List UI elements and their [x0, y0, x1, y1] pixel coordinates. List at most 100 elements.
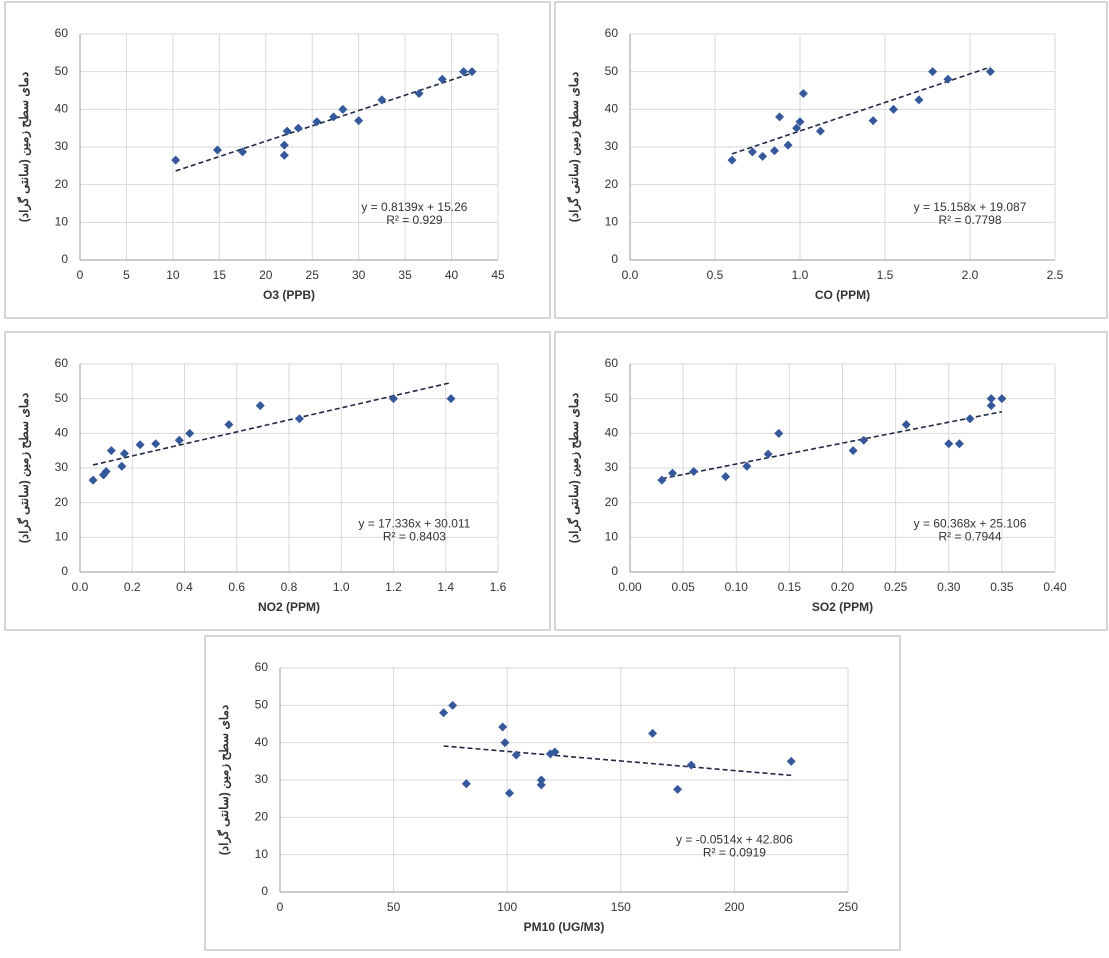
y-tick-label: 10 — [605, 215, 619, 229]
y-tick-label: 30 — [605, 460, 619, 474]
y-tick-label: 40 — [605, 102, 619, 116]
y-tick-label: 30 — [255, 772, 269, 786]
point — [774, 428, 784, 438]
point — [889, 104, 898, 114]
point — [238, 147, 248, 157]
point — [986, 394, 996, 404]
point — [986, 401, 996, 411]
point — [279, 150, 289, 160]
point — [437, 74, 447, 84]
x-tick-label: 0.30 — [937, 580, 961, 594]
y-tick-label: 30 — [55, 139, 69, 153]
x-axis-label: NO2 (PPM) — [258, 600, 320, 614]
y-tick-label: 10 — [255, 847, 269, 861]
point — [448, 700, 458, 710]
point — [329, 112, 339, 122]
x-tick-label: 0.25 — [884, 580, 908, 594]
x-axis-label: CO (PPM) — [815, 288, 870, 302]
trendline-equation: y = 15.158x + 19.087 — [914, 200, 1027, 214]
panel-frame — [204, 635, 901, 951]
point — [648, 728, 658, 738]
point — [279, 140, 289, 150]
point — [943, 74, 953, 84]
y-tick-label: 50 — [605, 391, 619, 405]
x-tick-label: 35 — [398, 268, 412, 282]
point — [668, 468, 677, 478]
y-tick-label: 0 — [61, 564, 68, 578]
point — [965, 414, 975, 424]
x-tick-label: 30 — [352, 268, 366, 282]
x-tick-label: 0.0 — [72, 580, 89, 594]
x-tick-label: 0.00 — [618, 580, 642, 594]
y-axis-label: دمای سطح زمین (سانتی گراد) — [566, 393, 582, 543]
y-tick-label: 40 — [605, 426, 619, 440]
x-tick-label: 0.40 — [1043, 580, 1067, 594]
point — [312, 117, 322, 127]
trendline-equation: y = 17.336x + 30.011 — [358, 516, 470, 530]
point — [389, 394, 398, 404]
point — [255, 401, 265, 411]
point — [439, 708, 449, 718]
point — [673, 784, 683, 794]
point — [997, 394, 1007, 404]
point — [174, 435, 184, 445]
x-tick-label: 0.05 — [671, 580, 695, 594]
x-tick-label: 0 — [277, 900, 284, 914]
point — [868, 116, 878, 126]
y-tick-label: 0 — [61, 252, 68, 266]
y-tick-label: 10 — [605, 530, 619, 544]
point — [536, 780, 546, 790]
trendline-equation: R² = 0.7798 — [938, 213, 1001, 227]
x-tick-label: 25 — [306, 268, 320, 282]
y-tick-label: 60 — [605, 26, 619, 40]
x-tick-label: 200 — [724, 900, 744, 914]
x-tick-label: 0.35 — [990, 580, 1014, 594]
panel-frame — [554, 1, 1108, 319]
trendline — [443, 745, 792, 777]
y-tick-label: 60 — [55, 356, 69, 370]
trendline-equation: R² = 0.929 — [386, 213, 443, 227]
point — [212, 145, 222, 155]
point — [294, 414, 304, 424]
point — [338, 104, 348, 114]
y-tick-label: 60 — [255, 660, 269, 674]
y-axis-label: دمای سطح زمین (سانتی گراد) — [16, 393, 32, 543]
x-tick-label: 0.4 — [176, 580, 193, 594]
point — [511, 750, 521, 760]
point — [467, 67, 477, 77]
x-tick-label: 0.20 — [831, 580, 855, 594]
trendline-equation: y = 0.8139x + 15.26 — [361, 200, 467, 214]
y-tick-label: 20 — [605, 177, 619, 191]
point — [758, 151, 768, 161]
point — [783, 140, 793, 150]
point — [859, 435, 869, 445]
point — [763, 449, 773, 459]
point — [377, 95, 387, 105]
x-tick-label: 150 — [611, 900, 631, 914]
point — [944, 439, 954, 449]
point — [550, 747, 560, 757]
point — [770, 146, 779, 156]
x-tick-label: 0.0 — [622, 268, 639, 282]
point — [848, 446, 858, 456]
trendline-equation: y = 60.368x + 25.106 — [914, 516, 1027, 530]
x-axis-label: SO2 (PPM) — [812, 600, 873, 614]
point — [224, 420, 234, 430]
point — [536, 775, 546, 785]
x-tick-label: 20 — [259, 268, 273, 282]
trendline-equation: R² = 0.8403 — [383, 529, 446, 543]
y-axis-label: دمای سطح زمین (سانتی گراد) — [566, 72, 582, 222]
point — [786, 756, 796, 766]
y-tick-label: 60 — [605, 356, 619, 370]
y-tick-label: 0 — [611, 564, 618, 578]
x-tick-label: 50 — [387, 900, 401, 914]
point — [101, 466, 111, 476]
x-tick-label: 0.10 — [725, 580, 749, 594]
point — [446, 394, 456, 404]
x-tick-label: 1.4 — [437, 580, 454, 594]
point — [106, 446, 116, 456]
x-tick-label: 100 — [497, 900, 517, 914]
point — [727, 155, 737, 165]
point — [414, 89, 424, 99]
x-tick-label: 1.2 — [385, 580, 402, 594]
